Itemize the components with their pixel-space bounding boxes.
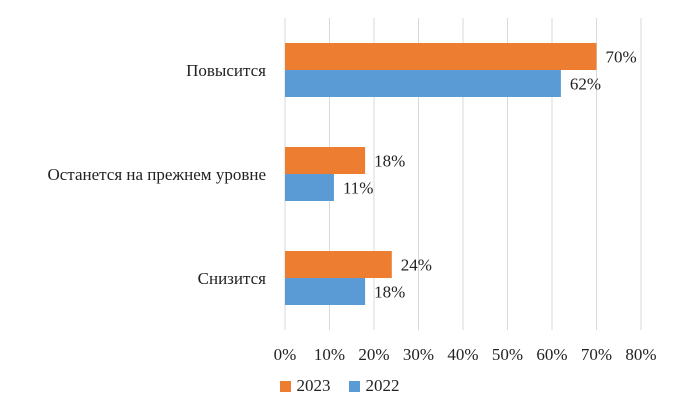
x-tick-labels: 0% 10% 20% 30% 40% 50% 60% 70% 80% [274,345,657,364]
x-tick-label: 50% [492,345,523,364]
data-label: 18% [374,283,405,302]
data-label: 24% [401,256,432,275]
x-tick-label: 60% [536,345,567,364]
bar-2023-0 [285,43,597,70]
bar-2022-1 [285,174,334,201]
x-tick-label: 40% [447,345,478,364]
legend-swatch-2022 [348,380,360,392]
legend: 2023 2022 [0,376,679,396]
x-tick-label: 30% [403,345,434,364]
data-label: 11% [343,179,374,198]
x-tick-label: 0% [274,345,297,364]
category-label: Останется на прежнем уровне [47,165,266,184]
category-label: Снизится [198,269,267,288]
bar-2022-0 [285,70,561,97]
legend-label-2023: 2023 [296,376,331,395]
legend-swatch-2023 [279,380,291,392]
x-tick-label: 70% [581,345,612,364]
bars-group [285,43,597,305]
bar-2023-2 [285,251,392,278]
category-label: Повысится [186,61,266,80]
x-tick-label: 80% [625,345,656,364]
legend-item-2023: 2023 [279,376,331,396]
data-labels: 70%62%18%11%24%18% [343,48,637,302]
legend-item-2022: 2022 [348,376,400,396]
category-labels: Повысится Останется на прежнем уровне Сниз… [47,61,266,288]
legend-label-2022: 2022 [365,376,400,395]
data-label: 62% [570,75,601,94]
bar-2022-2 [285,278,366,305]
bar-2023-1 [285,147,366,174]
x-tick-label: 10% [314,345,345,364]
x-tick-label: 20% [358,345,389,364]
data-label: 18% [374,152,405,171]
data-label: 70% [606,48,637,67]
